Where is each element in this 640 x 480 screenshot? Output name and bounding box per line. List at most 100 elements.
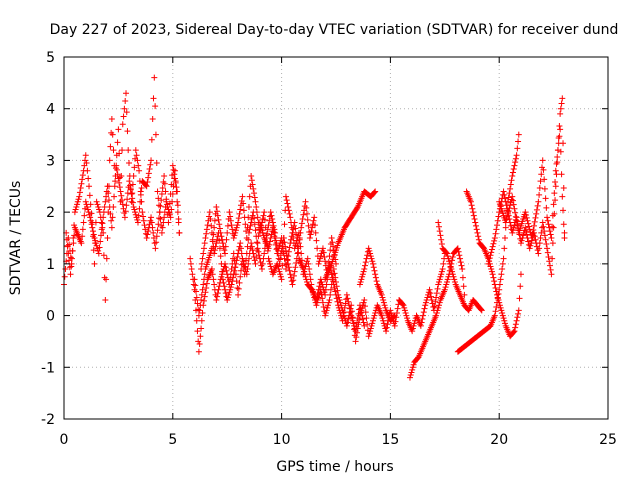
data-point — [199, 286, 206, 293]
data-point — [103, 193, 110, 200]
data-point — [276, 260, 283, 267]
data-point — [509, 169, 516, 176]
data-point — [203, 284, 210, 291]
data-point — [113, 166, 120, 173]
data-point — [152, 131, 159, 138]
data-point — [110, 147, 117, 154]
data-point — [507, 185, 514, 192]
data-point — [202, 235, 209, 241]
data-point — [84, 167, 91, 174]
data-point — [159, 185, 166, 192]
data-point — [153, 233, 160, 240]
data-point — [216, 221, 223, 228]
data-point — [132, 147, 139, 154]
data-point — [240, 260, 247, 267]
data-point — [510, 328, 517, 335]
data-point — [198, 260, 205, 267]
data-point — [126, 178, 133, 185]
data-point — [260, 255, 267, 262]
data-point — [195, 338, 202, 345]
data-point — [380, 320, 387, 327]
data-point — [124, 196, 131, 203]
data-point — [173, 188, 180, 195]
data-point — [156, 215, 163, 222]
data-point — [433, 290, 440, 297]
data-point — [313, 237, 320, 244]
data-point — [515, 131, 522, 138]
data-point — [102, 198, 109, 205]
data-point — [281, 221, 288, 228]
data-point — [520, 232, 527, 239]
data-point — [161, 214, 168, 221]
data-point — [282, 247, 289, 254]
data-point — [488, 266, 495, 273]
data-point — [214, 212, 221, 219]
data-point — [380, 299, 387, 306]
data-point — [105, 190, 112, 197]
data-point — [367, 328, 374, 335]
data-point — [288, 278, 295, 285]
data-point — [380, 317, 387, 324]
data-point — [326, 253, 333, 260]
data-point — [325, 302, 332, 309]
data-point — [369, 320, 376, 327]
data-point — [359, 271, 366, 278]
data-point — [68, 255, 75, 262]
data-point — [549, 255, 556, 262]
data-point — [547, 266, 554, 273]
data-point — [489, 271, 496, 278]
data-point — [252, 260, 259, 267]
data-point — [366, 247, 373, 254]
data-point — [222, 243, 229, 250]
data-point — [369, 317, 376, 324]
data-point — [490, 274, 497, 281]
data-point — [235, 215, 242, 222]
data-point — [303, 258, 310, 265]
data-point — [332, 288, 339, 295]
data-point — [314, 299, 321, 306]
data-point — [291, 268, 298, 275]
data-point — [228, 281, 235, 288]
data-point — [441, 286, 448, 293]
data-point — [192, 282, 199, 289]
data-point — [509, 193, 516, 200]
data-point — [515, 310, 522, 317]
data-point — [211, 281, 218, 288]
y-tick-label: 4 — [46, 102, 55, 118]
data-point — [553, 171, 560, 178]
data-point — [215, 229, 222, 236]
data-point — [214, 208, 221, 215]
data-point — [78, 240, 85, 247]
data-point — [276, 268, 283, 275]
data-point — [426, 286, 433, 293]
data-point — [371, 267, 378, 274]
data-point — [531, 222, 538, 229]
data-point — [115, 126, 122, 133]
data-point — [331, 270, 338, 277]
data-point — [270, 228, 277, 235]
data-point — [70, 235, 77, 241]
data-point — [486, 255, 493, 262]
data-point — [203, 230, 210, 237]
data-point — [261, 209, 268, 216]
data-point — [552, 183, 559, 190]
data-point — [550, 201, 557, 208]
data-point — [531, 218, 538, 225]
data-point — [556, 133, 563, 140]
data-point — [206, 209, 213, 216]
data-point — [296, 235, 303, 241]
data-point — [232, 260, 239, 267]
data-point — [87, 217, 94, 224]
data-point — [116, 179, 123, 186]
data-point — [212, 243, 219, 250]
data-point — [94, 201, 101, 208]
data-point — [171, 167, 178, 174]
data-point — [407, 372, 414, 379]
data-point — [240, 200, 247, 207]
data-point — [231, 267, 238, 274]
data-point — [512, 209, 519, 216]
data-point — [501, 245, 508, 252]
data-point — [367, 253, 374, 260]
data-point — [514, 314, 521, 321]
data-point — [163, 198, 170, 205]
